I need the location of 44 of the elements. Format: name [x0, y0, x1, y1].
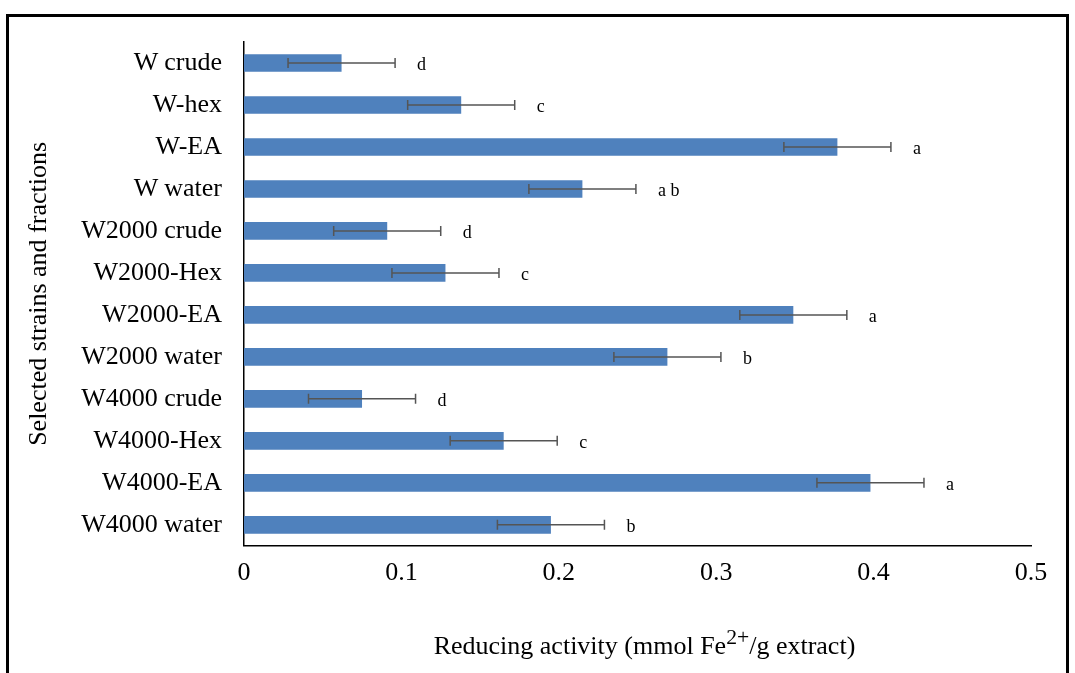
y-tick-label: W-EA	[155, 130, 223, 160]
bar	[243, 474, 871, 492]
bar	[243, 348, 668, 366]
bar	[243, 432, 504, 450]
annotation: b	[626, 515, 636, 536]
bar	[243, 264, 446, 282]
annotation: d	[462, 221, 472, 242]
annotation: a	[945, 473, 954, 494]
bar	[243, 138, 838, 156]
x-tick-label: 0.2	[542, 557, 576, 587]
y-tick-label: W crude	[133, 46, 222, 76]
y-tick-label: W4000 crude	[81, 382, 222, 412]
annotation: d	[417, 53, 427, 74]
annotation: c	[520, 263, 529, 284]
x-tick-label: 0.3	[699, 557, 733, 587]
y-tick-label: W2000 crude	[81, 214, 222, 244]
bar	[243, 390, 363, 408]
y-tick-label: W2000-EA	[102, 298, 223, 328]
annotation: b	[742, 347, 752, 368]
annotation: d	[437, 389, 447, 410]
annotation: c	[579, 431, 588, 452]
annotation: c	[536, 95, 545, 116]
y-tick-label: W2000 water	[81, 340, 223, 370]
bar	[243, 96, 462, 114]
bar	[243, 515, 551, 534]
annotation: a b	[657, 179, 680, 200]
y-axis-title: Selected strains and fractions	[23, 141, 53, 446]
x-tick-label: 0.1	[385, 557, 418, 587]
y-tick-label: W4000-EA	[102, 466, 223, 496]
annotation: a	[868, 305, 877, 326]
annotation: a	[912, 137, 921, 158]
y-tick-label: W-hex	[152, 88, 222, 118]
x-tick-label: 0.4	[857, 557, 890, 587]
y-tick-label: W4000 water	[81, 508, 223, 538]
y-tick-label: W water	[133, 172, 223, 202]
x-axis-title: Reducing activity (mmol Fe$^{2+}$/g extract)	[432, 624, 857, 662]
bar	[243, 222, 388, 240]
bar	[243, 54, 342, 72]
y-tick-label: W2000-Hex	[93, 256, 222, 286]
y-tick-label: W4000-Hex	[93, 424, 222, 454]
bar	[243, 180, 583, 198]
bar	[243, 306, 794, 324]
x-tick-label: 0	[237, 557, 251, 587]
x-tick-label: 0.5	[1014, 557, 1048, 587]
